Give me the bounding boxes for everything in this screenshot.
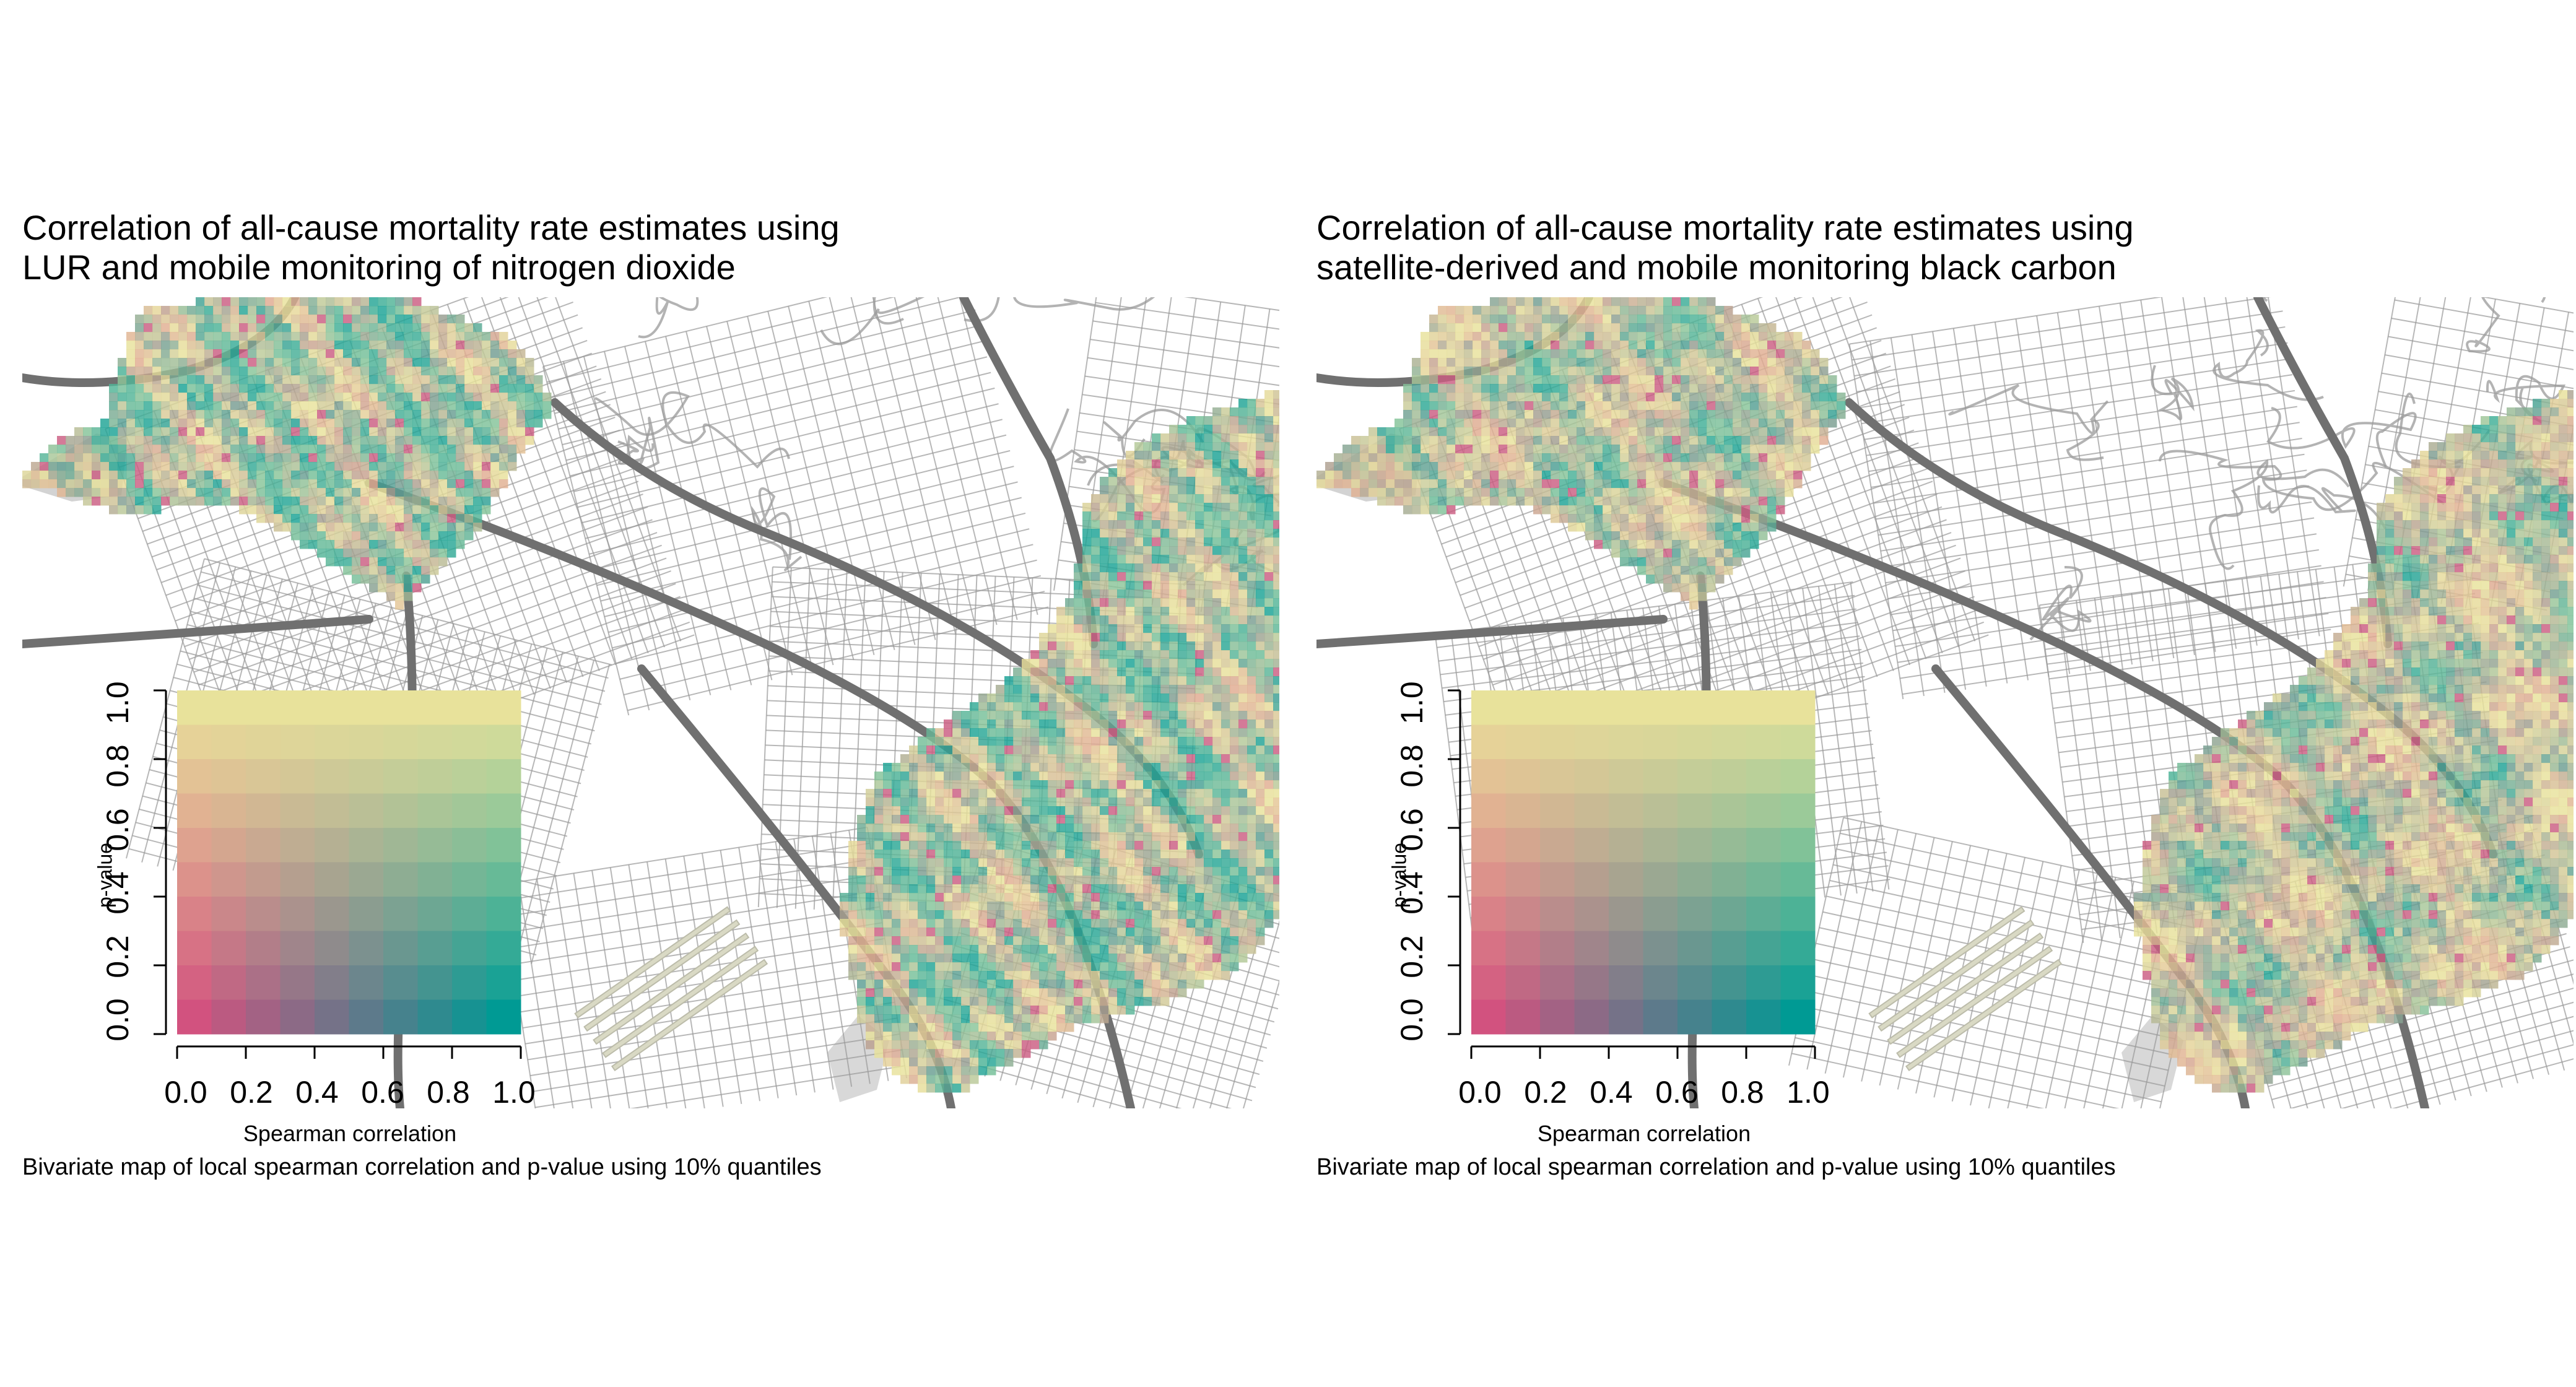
title-line-2: satellite-derived and mobile monitoring … [1316, 248, 2117, 287]
title-line-2: LUR and mobile monitoring of nitrogen di… [22, 248, 736, 287]
panel-left: Correlation of all-cause mortality rate … [22, 208, 1279, 1180]
map-canvas[interactable] [1316, 297, 2574, 1108]
x-tick: 0.2 [230, 1075, 273, 1110]
x-tick: 0.8 [1721, 1075, 1764, 1110]
title-line-1: Correlation of all-cause mortality rate … [22, 208, 840, 247]
title-line-1: Correlation of all-cause mortality rate … [1316, 208, 2134, 247]
correlation-overlay-north [22, 297, 552, 610]
x-tick: 0.6 [1655, 1075, 1699, 1110]
correlation-overlay-south [2134, 390, 2574, 1093]
x-tick: 0.6 [361, 1075, 404, 1110]
x-tick: 0.0 [164, 1075, 207, 1110]
x-tick: 0.0 [1458, 1075, 1502, 1110]
legend-x-label: Spearman correlation [243, 1121, 457, 1146]
y-tick: 0.0 [100, 998, 135, 1041]
panel-title: Correlation of all-cause mortality rate … [1316, 208, 2134, 287]
panel-right: Correlation of all-cause mortality rate … [1294, 0, 2576, 1387]
y-tick: 0.2 [100, 935, 135, 978]
legend-axes [154, 689, 522, 1059]
map-canvas[interactable] [22, 297, 1279, 1108]
y-tick: 0.2 [1395, 935, 1429, 978]
x-tick: 1.0 [1786, 1075, 1830, 1110]
correlation-overlay-north [1316, 297, 1846, 610]
y-tick: 1.0 [1395, 681, 1429, 724]
y-tick: 0.8 [1395, 744, 1429, 788]
y-tick: 0.8 [100, 744, 135, 788]
correlation-overlay-south [840, 390, 1279, 1093]
legend-x-label: Spearman correlation [1537, 1121, 1751, 1146]
y-tick: 0.0 [1395, 998, 1429, 1041]
map-caption: Bivariate map of local spearman correlat… [22, 1154, 822, 1180]
x-tick: 1.0 [492, 1075, 536, 1110]
panel-title: Correlation of all-cause mortality rate … [22, 208, 840, 287]
y-tick: 0.6 [1395, 808, 1429, 851]
legend-axes [1448, 689, 1816, 1059]
y-tick: 1.0 [100, 681, 135, 724]
y-tick: 0.4 [100, 871, 135, 915]
x-tick: 0.2 [1524, 1075, 1567, 1110]
y-tick: 0.4 [1395, 871, 1429, 915]
bivariate-legend-grid [1471, 690, 1816, 1035]
bivariate-legend-grid [177, 690, 521, 1035]
map-caption: Bivariate map of local spearman correlat… [1316, 1154, 2116, 1180]
x-tick: 0.4 [1590, 1075, 1633, 1110]
x-tick: 0.8 [427, 1075, 470, 1110]
x-tick: 0.4 [295, 1075, 339, 1110]
y-tick: 0.6 [100, 808, 135, 851]
